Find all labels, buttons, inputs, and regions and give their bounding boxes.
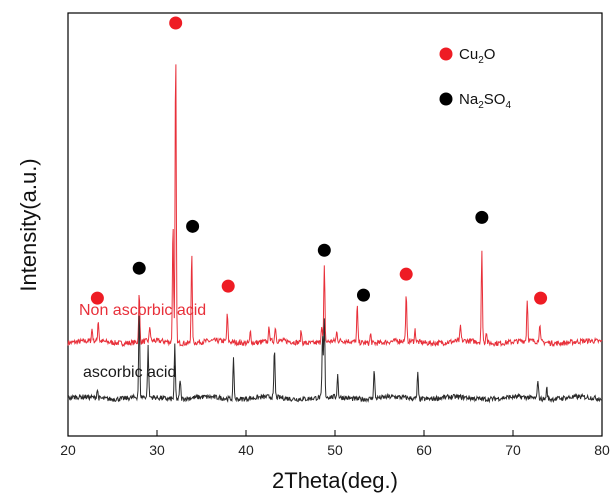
legend-cu2o-label: Cu2O [459, 46, 495, 66]
series-line-ascorbic-acid [67, 315, 603, 404]
cu2o-peak-marker [534, 291, 548, 305]
na2so4-peak-marker [356, 288, 370, 302]
x-tick-label: 80 [594, 442, 610, 458]
x-tick-label: 70 [505, 442, 521, 458]
na2so4-peak-marker [475, 210, 489, 224]
na2so4-peak-marker [317, 243, 331, 257]
na2so4-peak-marker [132, 261, 146, 275]
phase-markers [90, 16, 548, 305]
series-label-non-ascorbic: Non ascorbic acid [79, 302, 206, 319]
series-label-ascorbic: ascorbic acid [83, 364, 176, 381]
x-tick-label: 60 [416, 442, 432, 458]
x-tick-label: 20 [60, 442, 76, 458]
x-axis-title: 2Theta(deg.) [272, 468, 398, 493]
legend-na2so4-dot [439, 92, 453, 106]
x-tick-label: 40 [238, 442, 254, 458]
series-line-non-ascorbic-acid [67, 64, 603, 348]
legend-na2so4-label: Na2SO4 [459, 91, 511, 111]
cu2o-peak-marker [221, 279, 235, 293]
x-axis-ticks: 20 30 40 50 60 70 80 [60, 430, 610, 458]
cu2o-peak-marker [90, 291, 104, 305]
na2so4-peak-marker [186, 219, 200, 233]
x-tick-label: 50 [327, 442, 343, 458]
y-axis-title: Intensity(a.u.) [16, 158, 41, 291]
legend-cu2o-dot [439, 47, 453, 61]
series-layer [67, 64, 603, 404]
cu2o-peak-marker [399, 267, 413, 281]
legend: Cu2O Na2SO4 [439, 46, 511, 111]
cu2o-peak-marker [169, 16, 183, 30]
x-tick-label: 30 [149, 442, 165, 458]
